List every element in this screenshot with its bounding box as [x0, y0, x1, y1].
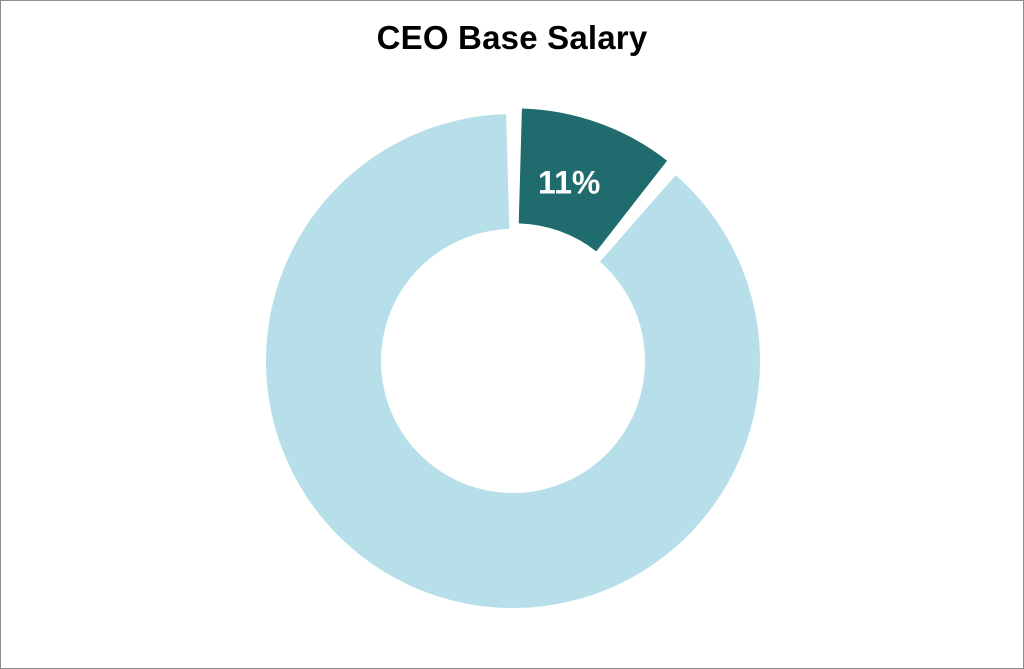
donut-slice-0 [518, 108, 668, 252]
donut-slice-1 [266, 114, 760, 608]
chart-title: CEO Base Salary [376, 19, 648, 56]
slice-label-0: 11% [538, 165, 600, 201]
